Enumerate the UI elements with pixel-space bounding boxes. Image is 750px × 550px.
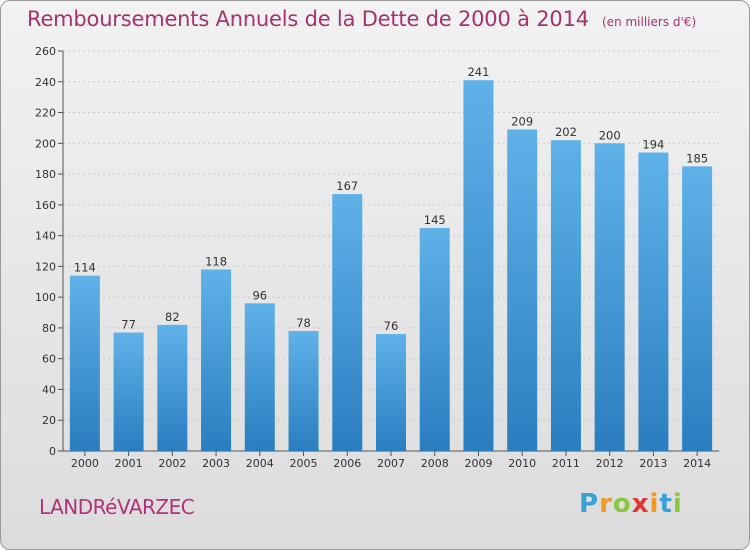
x-tick-label: 2010: [508, 457, 536, 470]
data-label: 167: [336, 179, 358, 193]
y-tick-label: 180: [35, 168, 56, 181]
bar: [419, 227, 450, 451]
x-tick-label: 2008: [421, 457, 449, 470]
x-tick-label: 2012: [596, 457, 624, 470]
bar: [113, 332, 144, 451]
bar: [288, 331, 319, 451]
data-label: 194: [642, 138, 664, 152]
bar: [463, 80, 494, 451]
x-tick-label: 2000: [71, 457, 99, 470]
x-tick-label: 2014: [683, 457, 711, 470]
x-tick-label: 2009: [464, 457, 492, 470]
y-tick-label: 120: [35, 260, 56, 273]
commune-name: LANDRéVARZEC: [39, 495, 195, 519]
x-tick-label: 2013: [639, 457, 667, 470]
y-tick-label: 60: [42, 353, 56, 366]
x-tick-label: 2005: [290, 457, 318, 470]
bar: [201, 269, 232, 451]
bar: [332, 194, 363, 452]
chart-unit: (en milliers d'€): [602, 15, 697, 29]
logo-letter: i: [672, 489, 683, 519]
x-tick-label: 2002: [158, 457, 186, 470]
bar: [638, 152, 669, 452]
data-label: 209: [511, 114, 533, 128]
bar: [157, 324, 188, 451]
bar: [682, 166, 713, 451]
data-label: 76: [384, 319, 399, 333]
bar: [550, 140, 581, 451]
proxiti-logo[interactable]: Proxiti: [579, 489, 683, 519]
bar: [507, 129, 538, 451]
data-label: 241: [467, 65, 489, 79]
data-label: 145: [424, 213, 446, 227]
data-label: 185: [686, 151, 708, 165]
logo-letter: o: [612, 489, 632, 519]
y-tick-label: 40: [42, 383, 56, 396]
data-label: 77: [121, 318, 136, 332]
logo-letter: P: [579, 489, 600, 519]
y-tick-label: 100: [35, 291, 56, 304]
bar: [244, 303, 275, 451]
x-tick-label: 2001: [115, 457, 143, 470]
y-tick-label: 20: [42, 414, 56, 427]
logo-letter: x: [631, 489, 650, 519]
y-tick-label: 200: [35, 137, 56, 150]
y-tick-label: 260: [35, 45, 56, 58]
data-label: 96: [252, 288, 267, 302]
data-label: 200: [599, 128, 621, 142]
bar: [69, 275, 100, 451]
x-tick-label: 2006: [333, 457, 361, 470]
x-tick-label: 2011: [552, 457, 580, 470]
y-tick-label: 220: [35, 107, 56, 120]
y-tick-label: 240: [35, 76, 56, 89]
logo-letter: i: [649, 489, 660, 519]
x-tick-label: 2007: [377, 457, 405, 470]
y-tick-label: 160: [35, 199, 56, 212]
y-tick-label: 80: [42, 322, 56, 335]
title-block: Remboursements Annuels de la Dette de 20…: [27, 7, 696, 31]
bar: [594, 143, 625, 452]
bar: [376, 334, 406, 451]
data-label: 202: [555, 125, 577, 139]
data-label: 82: [165, 310, 180, 324]
y-tick-label: 0: [49, 445, 56, 458]
logo-letter: t: [659, 489, 673, 519]
y-tick-label: 140: [35, 230, 56, 243]
data-label: 114: [74, 261, 96, 275]
data-label: 118: [205, 254, 227, 268]
x-tick-label: 2003: [202, 457, 230, 470]
chart-title: Remboursements Annuels de la Dette de 20…: [27, 7, 589, 31]
logo-letter: r: [599, 489, 613, 519]
x-tick-label: 2004: [246, 457, 274, 470]
data-label: 78: [296, 316, 311, 330]
